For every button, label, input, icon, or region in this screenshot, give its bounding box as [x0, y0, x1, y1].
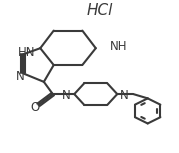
Text: N: N: [120, 89, 128, 102]
Text: N: N: [62, 89, 71, 102]
Text: O: O: [30, 101, 39, 114]
Text: HCl: HCl: [87, 3, 113, 18]
Text: HN: HN: [18, 46, 35, 58]
Text: NH: NH: [110, 40, 128, 53]
Text: N: N: [16, 70, 25, 83]
